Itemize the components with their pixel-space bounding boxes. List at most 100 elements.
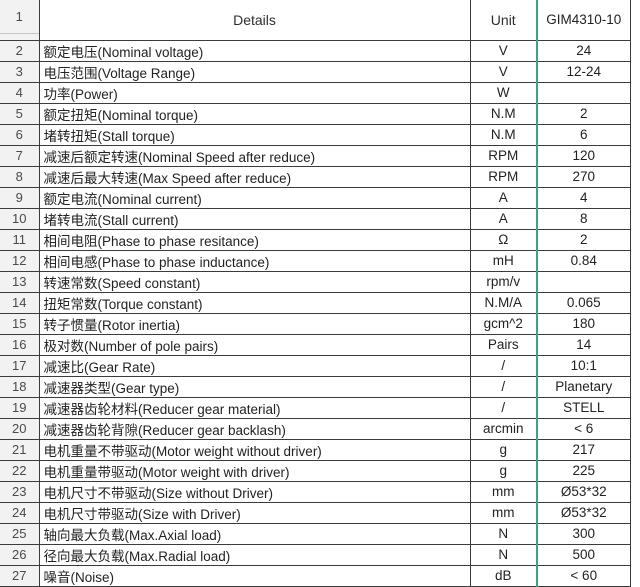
value-cell[interactable]: 270 bbox=[536, 165, 631, 188]
unit-cell[interactable]: g bbox=[469, 459, 538, 482]
detail-cell[interactable]: 扭矩常数(Torque constant) bbox=[38, 291, 471, 314]
value-cell[interactable]: 14 bbox=[536, 333, 631, 356]
row-number-cell[interactable]: 19 bbox=[0, 396, 40, 419]
row-number-cell[interactable]: 20 bbox=[0, 417, 40, 440]
detail-cell[interactable]: 功率(Power) bbox=[38, 81, 471, 104]
value-cell[interactable]: 500 bbox=[536, 543, 631, 566]
detail-cell[interactable]: 极对数(Number of pole pairs) bbox=[38, 333, 471, 356]
unit-cell[interactable]: g bbox=[469, 438, 538, 461]
value-cell[interactable]: 180 bbox=[536, 312, 631, 335]
value-cell[interactable]: 120 bbox=[536, 144, 631, 167]
row-number-cell[interactable]: 7 bbox=[0, 144, 40, 167]
unit-cell[interactable]: rpm/v bbox=[469, 270, 538, 293]
details-column-header[interactable]: Details bbox=[38, 0, 471, 41]
row-number-cell[interactable]: 12 bbox=[0, 249, 40, 272]
detail-cell[interactable]: 减速后最大转速(Max Speed after reduce) bbox=[38, 165, 471, 188]
detail-cell[interactable]: 减速比(Gear Rate) bbox=[38, 354, 471, 377]
row-number-cell[interactable]: 5 bbox=[0, 102, 40, 125]
unit-cell[interactable]: N.M/A bbox=[469, 291, 538, 314]
model-column-header[interactable]: GIM4310-10 bbox=[536, 0, 631, 41]
row-number-cell[interactable]: 17 bbox=[0, 354, 40, 377]
unit-cell[interactable]: dB bbox=[469, 564, 538, 587]
value-cell[interactable] bbox=[536, 270, 631, 293]
value-cell[interactable]: 217 bbox=[536, 438, 631, 461]
row-number-cell[interactable]: 8 bbox=[0, 165, 40, 188]
unit-cell[interactable]: N.M bbox=[469, 102, 538, 125]
row-number-cell[interactable]: 18 bbox=[0, 375, 40, 398]
unit-cell[interactable]: N bbox=[469, 543, 538, 566]
unit-cell[interactable]: A bbox=[469, 207, 538, 230]
unit-cell[interactable]: V bbox=[469, 60, 538, 83]
unit-cell[interactable]: V bbox=[469, 39, 538, 62]
detail-cell[interactable]: 堵转电流(Stall current) bbox=[38, 207, 471, 230]
unit-cell[interactable]: / bbox=[469, 375, 538, 398]
value-cell[interactable] bbox=[536, 81, 631, 104]
unit-cell[interactable]: mm bbox=[469, 480, 538, 503]
value-cell[interactable]: < 6 bbox=[536, 417, 631, 440]
detail-cell[interactable]: 转速常数(Speed constant) bbox=[38, 270, 471, 293]
row-number-cell[interactable]: 4 bbox=[0, 81, 40, 104]
row-number-cell[interactable]: 24 bbox=[0, 501, 40, 524]
value-cell[interactable]: < 60 bbox=[536, 564, 631, 587]
value-cell[interactable]: 12-24 bbox=[536, 60, 631, 83]
value-cell[interactable]: 10:1 bbox=[536, 354, 631, 377]
value-cell[interactable]: 6 bbox=[536, 123, 631, 146]
unit-cell[interactable]: / bbox=[469, 354, 538, 377]
unit-cell[interactable]: Ω bbox=[469, 228, 538, 251]
value-cell[interactable]: 8 bbox=[536, 207, 631, 230]
row-number-cell[interactable]: 26 bbox=[0, 543, 40, 566]
value-cell[interactable]: 300 bbox=[536, 522, 631, 545]
detail-cell[interactable]: 减速器齿轮背隙(Reducer gear backlash) bbox=[38, 417, 471, 440]
value-cell[interactable]: 2 bbox=[536, 102, 631, 125]
value-cell[interactable]: 0.84 bbox=[536, 249, 631, 272]
row-number-cell[interactable]: 13 bbox=[0, 270, 40, 293]
detail-cell[interactable]: 堵转扭矩(Stall torque) bbox=[38, 123, 471, 146]
row-number-cell[interactable]: 22 bbox=[0, 459, 40, 482]
unit-cell[interactable]: A bbox=[469, 186, 538, 209]
detail-cell[interactable]: 电机重量带驱动(Motor weight with driver) bbox=[38, 459, 471, 482]
detail-cell[interactable]: 电压范围(Voltage Range) bbox=[38, 60, 471, 83]
row-number-header-cell[interactable]: 1 bbox=[0, 0, 40, 41]
row-number-cell[interactable]: 27 bbox=[0, 564, 40, 587]
detail-cell[interactable]: 减速后额定转速(Nominal Speed after reduce) bbox=[38, 144, 471, 167]
detail-cell[interactable]: 相间电感(Phase to phase inductance) bbox=[38, 249, 471, 272]
row-number-cell[interactable]: 3 bbox=[0, 60, 40, 83]
value-cell[interactable]: Planetary bbox=[536, 375, 631, 398]
detail-cell[interactable]: 额定电流(Nominal current) bbox=[38, 186, 471, 209]
detail-cell[interactable]: 电机重量不带驱动(Motor weight without driver) bbox=[38, 438, 471, 461]
detail-cell[interactable]: 噪音(Noise) bbox=[38, 564, 471, 587]
value-cell[interactable]: 2 bbox=[536, 228, 631, 251]
unit-cell[interactable]: / bbox=[469, 396, 538, 419]
detail-cell[interactable]: 减速器齿轮材料(Reducer gear material) bbox=[38, 396, 471, 419]
row-number-cell[interactable]: 23 bbox=[0, 480, 40, 503]
row-number-cell[interactable]: 21 bbox=[0, 438, 40, 461]
detail-cell[interactable]: 额定扭矩(Nominal torque) bbox=[38, 102, 471, 125]
row-number-cell[interactable]: 10 bbox=[0, 207, 40, 230]
row-number-cell[interactable]: 9 bbox=[0, 186, 40, 209]
detail-cell[interactable]: 转子惯量(Rotor inertia) bbox=[38, 312, 471, 335]
detail-cell[interactable]: 电机尺寸带驱动(Size with Driver) bbox=[38, 501, 471, 524]
detail-cell[interactable]: 额定电压(Nominal voltage) bbox=[38, 39, 471, 62]
unit-cell[interactable]: N bbox=[469, 522, 538, 545]
unit-cell[interactable]: mH bbox=[469, 249, 538, 272]
unit-cell[interactable]: gcm^2 bbox=[469, 312, 538, 335]
unit-column-header[interactable]: Unit bbox=[469, 0, 538, 41]
detail-cell[interactable]: 轴向最大负载(Max.Axial load) bbox=[38, 522, 471, 545]
row-number-cell[interactable]: 16 bbox=[0, 333, 40, 356]
unit-cell[interactable]: RPM bbox=[469, 165, 538, 188]
value-cell[interactable]: STELL bbox=[536, 396, 631, 419]
value-cell[interactable]: 225 bbox=[536, 459, 631, 482]
value-cell[interactable]: 24 bbox=[536, 39, 631, 62]
unit-cell[interactable]: W bbox=[469, 81, 538, 104]
unit-cell[interactable]: RPM bbox=[469, 144, 538, 167]
detail-cell[interactable]: 减速器类型(Gear type) bbox=[38, 375, 471, 398]
unit-cell[interactable]: arcmin bbox=[469, 417, 538, 440]
value-cell[interactable]: 0.065 bbox=[536, 291, 631, 314]
unit-cell[interactable]: Pairs bbox=[469, 333, 538, 356]
detail-cell[interactable]: 相间电阻(Phase to phase resitance) bbox=[38, 228, 471, 251]
value-cell[interactable]: Ø53*32 bbox=[536, 480, 631, 503]
row-number-cell[interactable]: 14 bbox=[0, 291, 40, 314]
row-number-cell[interactable]: 2 bbox=[0, 39, 40, 62]
row-number-cell[interactable]: 25 bbox=[0, 522, 40, 545]
row-number-cell[interactable]: 15 bbox=[0, 312, 40, 335]
